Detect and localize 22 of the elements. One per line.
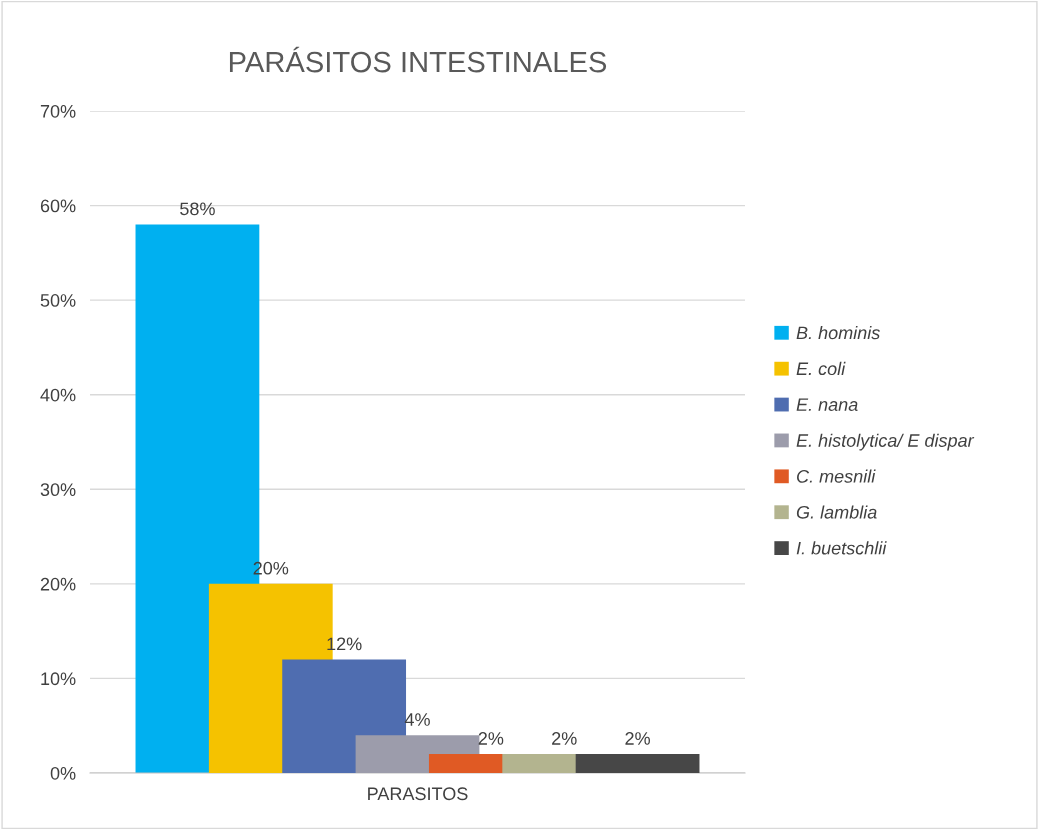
data-label: 58% (180, 202, 215, 216)
y-tick-label: 0% (50, 766, 76, 780)
y-tick-label: 20% (40, 577, 76, 591)
data-label: 2% (552, 732, 577, 745)
legend-label: E. nana (796, 398, 858, 412)
legend-label: I. buetschlii (796, 541, 887, 555)
y-tick-label: 50% (40, 294, 76, 307)
legend-label: B. hominis (796, 325, 880, 340)
y-tick-label: 40% (40, 388, 76, 402)
legend-label: G. lamblia (796, 505, 877, 519)
chart-title: PARÁSITOS INTESTINALES (229, 46, 607, 73)
y-tick-label: 30% (40, 483, 76, 497)
legend-label: C. mesnili (797, 469, 876, 483)
x-tick-label: PARASITOS (368, 787, 468, 801)
y-tick-label: 70% (40, 104, 76, 118)
legend-label: E. histolytica/ E dispar (796, 433, 975, 451)
data-label: 2% (625, 732, 650, 745)
y-tick-label: 60% (40, 199, 76, 213)
y-tick-label: 10% (41, 672, 76, 686)
legend-label: E. coli (796, 361, 846, 376)
data-label: 2% (478, 732, 504, 745)
bar (575, 754, 700, 773)
